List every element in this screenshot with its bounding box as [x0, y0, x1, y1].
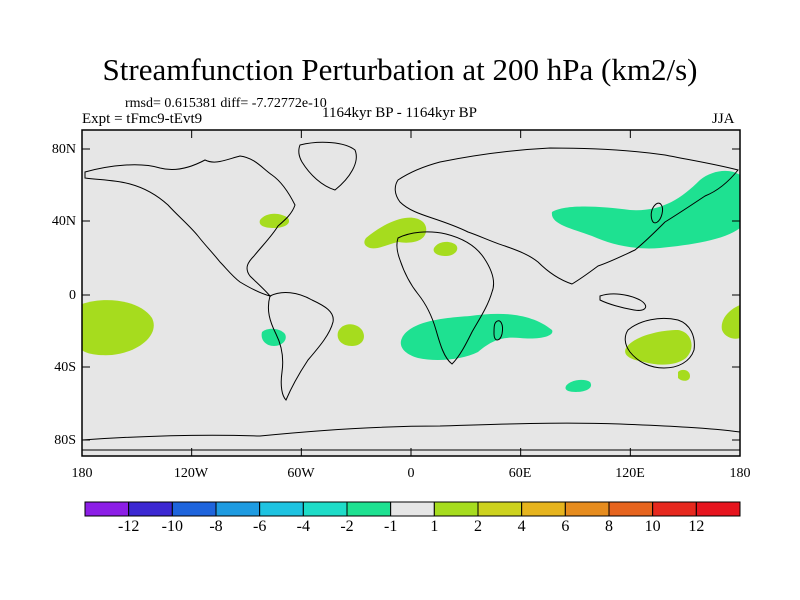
stats-label: rmsd= 0.615381 diff= -7.72772e-10 — [125, 96, 327, 111]
colorbar-label: -6 — [252, 518, 267, 535]
x-tick-label: 120E — [615, 466, 645, 481]
anomaly-regions — [82, 170, 740, 392]
y-tick-label: 80S — [54, 433, 76, 448]
colorbar-swatch — [84, 501, 130, 517]
colorbar-label: 10 — [644, 518, 661, 535]
colorbar-label: 12 — [688, 518, 705, 535]
colorbar-label: -10 — [161, 518, 183, 535]
colorbar-swatch — [521, 501, 566, 517]
colorbar-swatch — [695, 501, 741, 517]
colorbar-label: 1 — [430, 518, 439, 535]
x-tick-label: 0 — [407, 466, 415, 481]
colorbar-swatch — [608, 501, 654, 517]
x-tick-label: 180 — [71, 466, 93, 481]
colorbar — [84, 501, 741, 517]
negative-anomaly-south-atlantic-indian — [400, 313, 553, 360]
x-tick-label: 60E — [508, 466, 532, 481]
colorbar-swatch — [171, 501, 217, 517]
colorbar-label: 4 — [517, 518, 526, 535]
colorbar-label: 2 — [474, 518, 482, 535]
x-tick-label: 60W — [287, 466, 315, 481]
y-tick-label: 40S — [54, 360, 76, 375]
colorbar-label: 6 — [561, 518, 570, 535]
y-tick-label: 40N — [51, 214, 76, 229]
colorbar-swatch — [477, 501, 523, 517]
colorbar-swatch — [433, 501, 479, 517]
colorbar-label: -4 — [296, 518, 310, 535]
season-label: JJA — [712, 111, 735, 127]
map-ocean — [82, 130, 740, 456]
colorbar-swatch — [390, 501, 435, 517]
positive-anomaly-north-america — [259, 213, 290, 228]
coastlines — [81, 141, 741, 451]
colorbar-label: -12 — [117, 518, 140, 535]
colorbar-label: -8 — [209, 518, 223, 535]
positive-anomaly-pacific-west — [82, 300, 154, 356]
axis-tick-marks — [81, 130, 741, 456]
positive-anomaly-north-africa — [433, 241, 458, 256]
colorbar-label: -2 — [340, 518, 354, 535]
x-tick-label: 120W — [173, 466, 209, 481]
plot-title: Streamfunction Perturbation at 200 hPa (… — [102, 52, 698, 87]
y-tick-label: 80N — [51, 142, 76, 157]
colorbar-swatch — [215, 501, 261, 517]
positive-anomaly-north-atlantic — [364, 217, 427, 249]
experiment-label: Expt = tFmc9-tEvt9 — [82, 111, 203, 127]
negative-anomaly-east-asia — [551, 170, 740, 249]
positive-anomaly-pacific-east — [721, 305, 740, 339]
negative-anomaly-south-indian — [565, 379, 592, 392]
colorbar-swatch — [346, 501, 392, 517]
y-tick-label: 0 — [69, 288, 76, 303]
positive-anomaly-south-atlantic — [337, 324, 364, 346]
colorbar-swatch — [259, 501, 304, 517]
colorbar-swatch — [128, 501, 173, 517]
colorbar-label: -1 — [383, 518, 398, 535]
period-label: 1164kyr BP - 1164kyr BP — [322, 105, 478, 121]
colorbar-swatch — [302, 501, 348, 517]
colorbar-swatch — [564, 501, 610, 517]
colorbar-swatch — [652, 501, 697, 517]
colorbar-label: 8 — [605, 518, 613, 535]
x-tick-label: 180 — [729, 466, 751, 481]
positive-anomaly-australia — [625, 330, 692, 365]
positive-anomaly-tasmania — [678, 369, 690, 381]
